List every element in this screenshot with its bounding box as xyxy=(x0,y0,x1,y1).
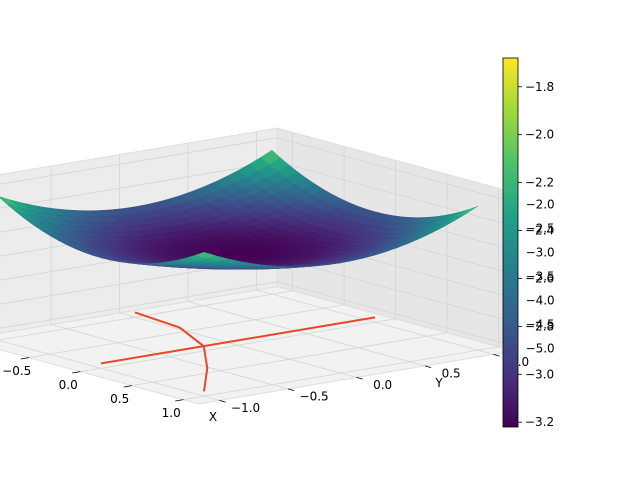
y-tick-label: −1.0 xyxy=(231,401,260,415)
z-tick-label: −2.0 xyxy=(526,197,555,211)
z-tick-label: −4.5 xyxy=(526,317,555,331)
y-tick-label: −0.5 xyxy=(300,390,329,404)
3d-axes: −1.0−0.50.00.51.0 −1.0−0.50.00.51.0 −5.0… xyxy=(0,127,555,420)
x-axis-label: X xyxy=(209,410,217,424)
colorbar-tick-label: −2.6 xyxy=(525,271,554,285)
surface-plot xyxy=(0,149,479,270)
colorbar-tick-label: −2.0 xyxy=(525,128,554,142)
z-tick-label: −4.0 xyxy=(526,293,555,307)
x-axis: −1.0−0.50.00.51.0 xyxy=(2,357,184,420)
y-gridline xyxy=(119,312,357,378)
colorbar-gradient xyxy=(502,57,519,428)
x-tick xyxy=(175,399,184,402)
colorbar-tick-label: −3.0 xyxy=(525,367,554,381)
colorbar-tick-label: −2.4 xyxy=(525,224,554,238)
y-tick-label: 0.0 xyxy=(373,378,392,392)
floor-curve-1 xyxy=(100,316,376,365)
y-axis-label: Y xyxy=(434,376,443,390)
colorbar-tick-label: −1.8 xyxy=(525,80,554,94)
x-tick-label: 0.0 xyxy=(59,378,78,392)
z-gridline xyxy=(276,161,515,227)
y-gridline xyxy=(256,289,494,355)
y-tick xyxy=(356,377,363,380)
z-axis: −5.0 −4.5 −4.0 −3.5 −3.0 −2.5 −2.0 xyxy=(513,197,555,355)
colorbar-ticks: −3.2 −3.0 −2.8 −2.6 −2.4 −2.2 −2.0 −1.8 xyxy=(518,80,554,429)
z-gridline xyxy=(276,281,515,347)
colorbar: −3.2 −3.0 −2.8 −2.6 −2.4 −2.2 −2.0 −1.8 xyxy=(502,57,554,429)
z-gridline xyxy=(276,257,515,323)
y-gridline xyxy=(187,301,426,367)
floor-curves xyxy=(100,311,376,392)
x-tick xyxy=(123,385,133,388)
y-tick-label: 0.5 xyxy=(442,367,461,381)
x-tick xyxy=(72,371,81,374)
z-gridline xyxy=(0,281,278,329)
z-tick-label: −3.5 xyxy=(526,269,555,283)
z-tick-label: −3.0 xyxy=(526,245,555,259)
z-tick-label: −2.5 xyxy=(526,221,555,235)
z-tick-label: −5.0 xyxy=(526,341,555,355)
z-gridline xyxy=(0,137,278,185)
colorbar-tick-label: −2.8 xyxy=(525,319,554,333)
y-tick xyxy=(219,400,226,403)
x-tick xyxy=(20,357,30,360)
colorbar-tick-label: −3.2 xyxy=(525,415,554,429)
y-gridline xyxy=(50,324,289,390)
z-gridline xyxy=(276,137,515,203)
surface-patch xyxy=(194,251,217,259)
x-tick-label: −0.5 xyxy=(2,364,31,378)
y-tick xyxy=(287,388,295,391)
y-gridline xyxy=(0,340,220,401)
y-tick xyxy=(424,365,432,368)
x-tick-label: 1.0 xyxy=(162,406,181,420)
colorbar-tick-label: −2.2 xyxy=(525,176,554,190)
x-tick-label: 0.5 xyxy=(110,392,129,406)
y-tick xyxy=(493,354,500,357)
